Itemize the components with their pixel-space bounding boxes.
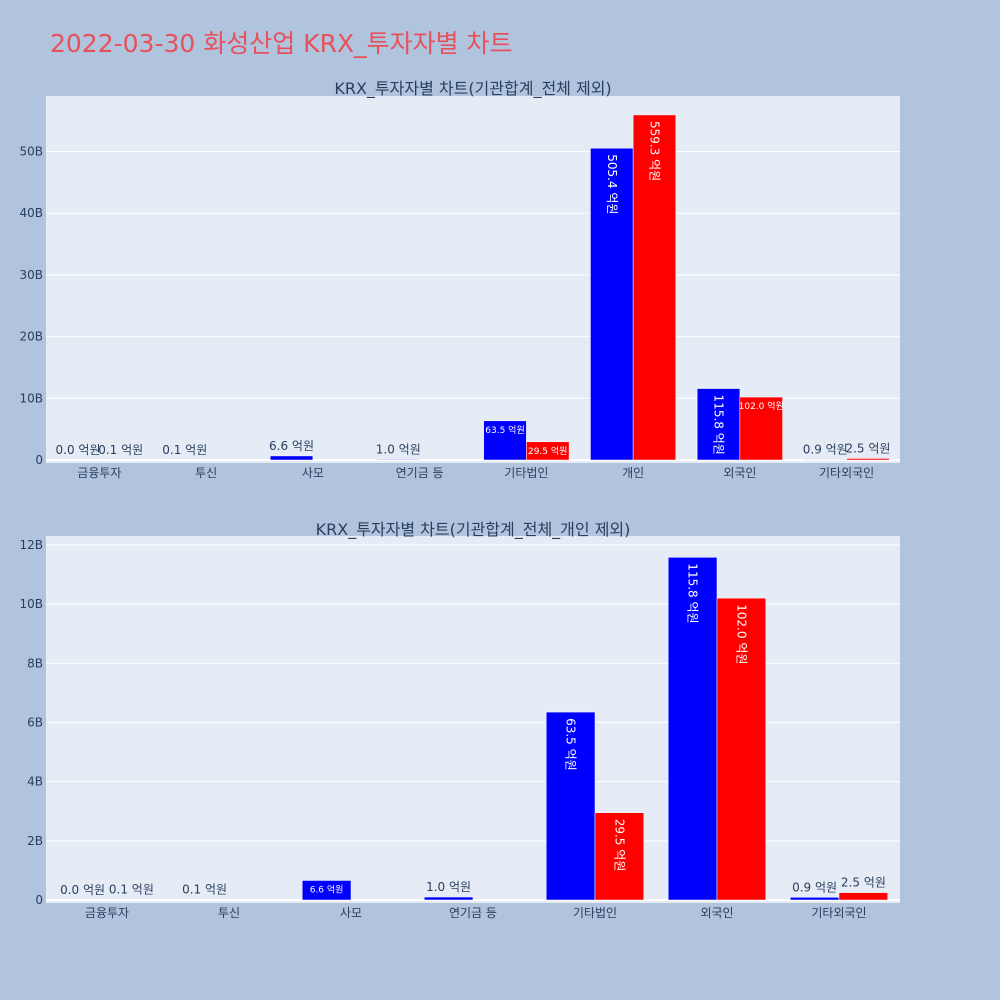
bar <box>483 420 527 461</box>
bar-data-label: 0.1 억원 <box>98 443 143 457</box>
x-tick-label: 기타외국인 <box>811 906 866 920</box>
x-tick-label: 기타법인 <box>504 466 548 480</box>
bar-data-label: 0.1 억원 <box>162 443 207 457</box>
bar <box>376 459 420 461</box>
bar-data-label: 6.6 억원 <box>310 883 344 895</box>
y-tick-label: 4B <box>27 775 43 789</box>
bar-data-label: 0.0 억원 <box>60 883 105 897</box>
bar-data-label: 1.0 억원 <box>376 442 421 456</box>
y-tick-label: 0 <box>35 893 43 907</box>
bar <box>423 896 474 901</box>
bar <box>301 880 352 901</box>
y-tick-label: 8B <box>27 656 43 670</box>
x-tick-label: 기타법인 <box>573 906 617 920</box>
bar-data-label: 102.0 억원 <box>739 400 784 412</box>
y-tick-label: 30B <box>19 268 43 282</box>
bar-data-label: 115.8 억원 <box>686 563 700 623</box>
y-tick-label: 20B <box>19 330 43 344</box>
bar-data-label: 505.4 억원 <box>605 154 619 214</box>
x-tick-label: 연기금 등 <box>396 466 444 480</box>
page-title: 2022-03-30 화성산업 KRX_투자자별 차트 <box>50 29 513 58</box>
bar-data-label: 115.8 억원 <box>712 395 726 455</box>
bar-data-label: 29.5 억원 <box>528 445 567 457</box>
y-tick-label: 12B <box>19 538 43 552</box>
x-tick-label: 사모 <box>340 906 362 920</box>
x-tick-label: 금융투자 <box>85 906 129 920</box>
bar <box>594 812 645 901</box>
bar <box>739 396 783 461</box>
bar-data-label: 63.5 억원 <box>564 718 578 771</box>
y-tick-label: 10B <box>19 391 43 405</box>
chart-title: KRX_투자자별 차트(기관합계_전체 제외) <box>334 79 611 99</box>
bar-data-label: 1.0 억원 <box>426 880 471 894</box>
y-tick-label: 6B <box>27 715 43 729</box>
bar-data-label: 0.1 억원 <box>182 883 227 897</box>
bar <box>590 147 634 461</box>
x-tick-label: 기타외국인 <box>819 466 874 480</box>
x-tick-label: 사모 <box>302 466 324 480</box>
bar-data-label: 0.9 억원 <box>792 880 837 894</box>
x-tick-label: 개인 <box>622 466 644 480</box>
bar <box>667 557 718 901</box>
x-tick-label: 외국인 <box>700 906 733 920</box>
bar <box>269 455 314 461</box>
bar-data-label: 0.9 억원 <box>803 442 848 456</box>
bar <box>838 892 889 901</box>
bar-data-label: 2.5 억원 <box>841 876 886 890</box>
bar-data-label: 102.0 억원 <box>734 604 748 664</box>
bar <box>526 441 570 461</box>
y-tick-label: 10B <box>19 597 43 611</box>
bar-data-label: 29.5 억원 <box>612 819 626 872</box>
x-tick-label: 금융투자 <box>77 466 121 480</box>
x-tick-label: 투신 <box>195 466 217 480</box>
y-tick-label: 50B <box>19 145 43 159</box>
x-tick-label: 외국인 <box>723 466 756 480</box>
bar <box>696 388 741 461</box>
x-tick-label: 투신 <box>218 906 240 920</box>
bar <box>846 458 890 461</box>
y-tick-label: 0 <box>35 453 43 467</box>
chart-title: KRX_투자자별 차트(기관합계_전체_개인 제외) <box>316 520 631 540</box>
bar-data-label: 0.1 억원 <box>109 883 154 897</box>
bar-data-label: 63.5 억원 <box>485 424 524 436</box>
bar-data-label: 559.3 억원 <box>647 121 661 181</box>
bar-data-label: 2.5 억원 <box>845 441 890 455</box>
y-tick-label: 40B <box>19 206 43 220</box>
bar <box>632 114 677 461</box>
y-tick-label: 2B <box>27 834 43 848</box>
bar <box>545 711 596 901</box>
bar <box>716 597 767 901</box>
bar-data-label: 0.0 억원 <box>56 443 101 457</box>
bar-data-label: 6.6 억원 <box>269 439 314 453</box>
bar <box>789 897 840 901</box>
x-tick-label: 연기금 등 <box>449 906 497 920</box>
plot-area <box>46 536 900 903</box>
